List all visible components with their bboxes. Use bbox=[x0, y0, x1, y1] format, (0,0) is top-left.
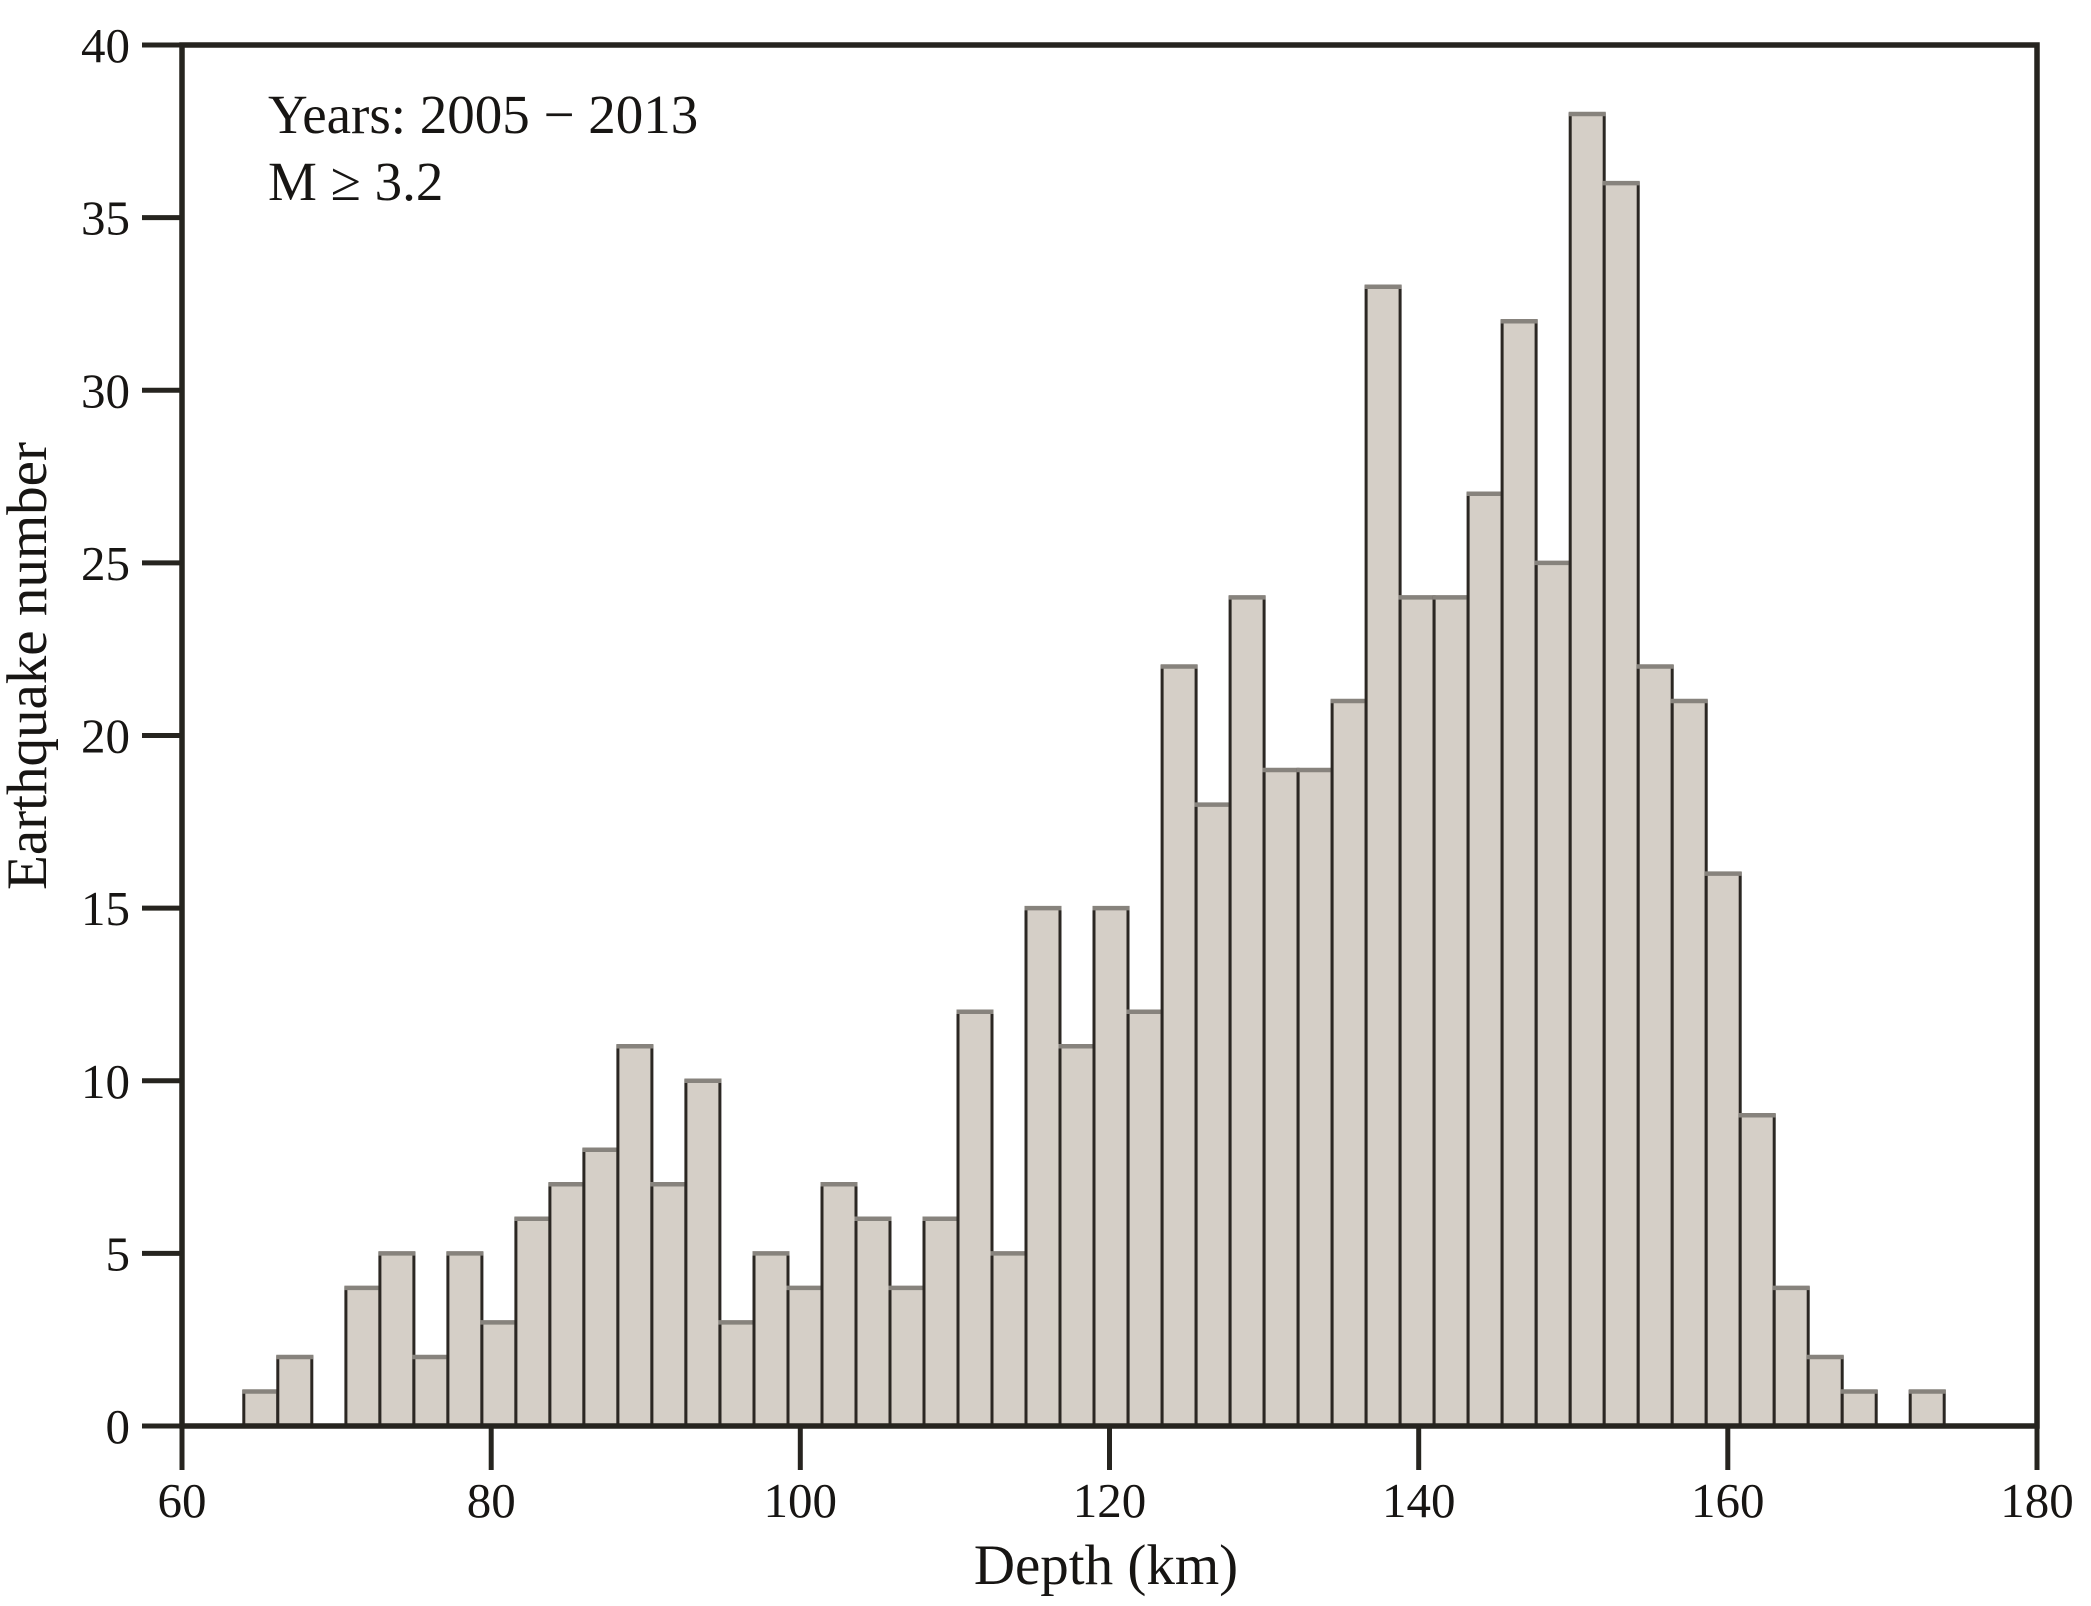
histogram-bar bbox=[1228, 595, 1266, 1428]
y-axis-tick-label: 5 bbox=[106, 1226, 131, 1281]
histogram-bar bbox=[378, 1251, 416, 1428]
y-axis-tick-label: 10 bbox=[81, 1054, 130, 1109]
histogram-bar bbox=[582, 1148, 620, 1428]
histogram-bar bbox=[480, 1320, 518, 1428]
y-axis-tick-label: 0 bbox=[106, 1399, 131, 1454]
histogram-bar bbox=[752, 1251, 790, 1428]
x-axis-tick-label: 180 bbox=[2000, 1473, 2074, 1528]
y-axis-tick-label: 15 bbox=[81, 881, 130, 936]
x-axis-tick-label: 100 bbox=[764, 1473, 838, 1528]
histogram-bar bbox=[1364, 285, 1402, 1428]
y-axis-tick-label: 20 bbox=[81, 709, 130, 764]
annotation-years: Years: 2005 − 2013 bbox=[268, 84, 698, 145]
histogram-bar bbox=[412, 1355, 450, 1428]
x-axis-tick-label: 160 bbox=[1691, 1473, 1765, 1528]
histogram-bar bbox=[1908, 1390, 1946, 1428]
y-axis-tick-label: 25 bbox=[81, 536, 130, 591]
histogram-bar bbox=[718, 1320, 756, 1428]
x-axis-tick-label: 60 bbox=[158, 1473, 207, 1528]
histogram-bar bbox=[1160, 665, 1198, 1428]
x-axis-tick-label: 120 bbox=[1073, 1473, 1147, 1528]
histogram-bar bbox=[1466, 492, 1504, 1428]
annotation-magnitude: M ≥ 3.2 bbox=[268, 151, 443, 212]
y-axis-tick-label: 35 bbox=[81, 191, 130, 246]
tick-labels-layer: 60 80 100 120 140 160 180 0 5 10 15 20 25 30 35 40 bbox=[81, 18, 2074, 1528]
histogram-bar bbox=[854, 1217, 892, 1428]
ticks-layer bbox=[142, 42, 2040, 1470]
histogram-bar bbox=[276, 1355, 314, 1428]
histogram-bar bbox=[1704, 872, 1742, 1428]
histogram-bar bbox=[1126, 1010, 1164, 1428]
histogram-bar bbox=[786, 1286, 824, 1428]
histogram-bar bbox=[1058, 1044, 1096, 1428]
histogram-bar bbox=[1398, 595, 1436, 1428]
histogram-bar bbox=[1500, 319, 1538, 1428]
y-axis-tick-label: 40 bbox=[81, 18, 130, 73]
histogram-bar bbox=[1772, 1286, 1810, 1428]
histogram-bar bbox=[1738, 1113, 1776, 1428]
histogram-bar bbox=[1194, 803, 1232, 1428]
histogram-bar bbox=[956, 1010, 994, 1428]
histogram-bar bbox=[922, 1217, 960, 1428]
histogram-bar bbox=[514, 1217, 552, 1428]
histogram-bar bbox=[242, 1390, 280, 1428]
histogram-bar bbox=[1330, 699, 1368, 1428]
histogram-bar bbox=[1262, 768, 1300, 1428]
histogram-bar bbox=[1534, 561, 1572, 1428]
histogram-bar bbox=[344, 1286, 382, 1428]
x-axis-label: Depth (km) bbox=[974, 1534, 1238, 1597]
histogram-bar bbox=[446, 1251, 484, 1428]
histogram-bar bbox=[1024, 906, 1062, 1428]
histogram-bar bbox=[684, 1079, 722, 1428]
histogram-bar bbox=[1432, 595, 1470, 1428]
x-axis-tick-label: 80 bbox=[467, 1473, 516, 1528]
histogram-bar bbox=[1296, 768, 1334, 1428]
histogram-bar bbox=[1840, 1390, 1878, 1428]
plot-frame bbox=[179, 42, 2040, 1429]
histogram-bar bbox=[990, 1251, 1028, 1428]
histogram-bar bbox=[1806, 1355, 1844, 1428]
bars-layer bbox=[242, 111, 1946, 1428]
histogram-bar bbox=[1568, 112, 1606, 1428]
histogram-bar bbox=[1670, 699, 1708, 1428]
histogram-bar bbox=[820, 1182, 858, 1428]
histogram-bar bbox=[1602, 181, 1640, 1428]
x-axis-tick-label: 140 bbox=[1382, 1473, 1456, 1528]
histogram-bar bbox=[1636, 665, 1674, 1428]
histogram-bar bbox=[548, 1182, 586, 1428]
histogram-bar bbox=[888, 1286, 926, 1428]
histogram-bar bbox=[616, 1044, 654, 1428]
histogram-bar bbox=[1092, 906, 1130, 1428]
y-axis-label: Earthquake number bbox=[0, 442, 59, 890]
histogram-bar bbox=[650, 1182, 688, 1428]
y-axis-tick-label: 30 bbox=[81, 363, 130, 418]
